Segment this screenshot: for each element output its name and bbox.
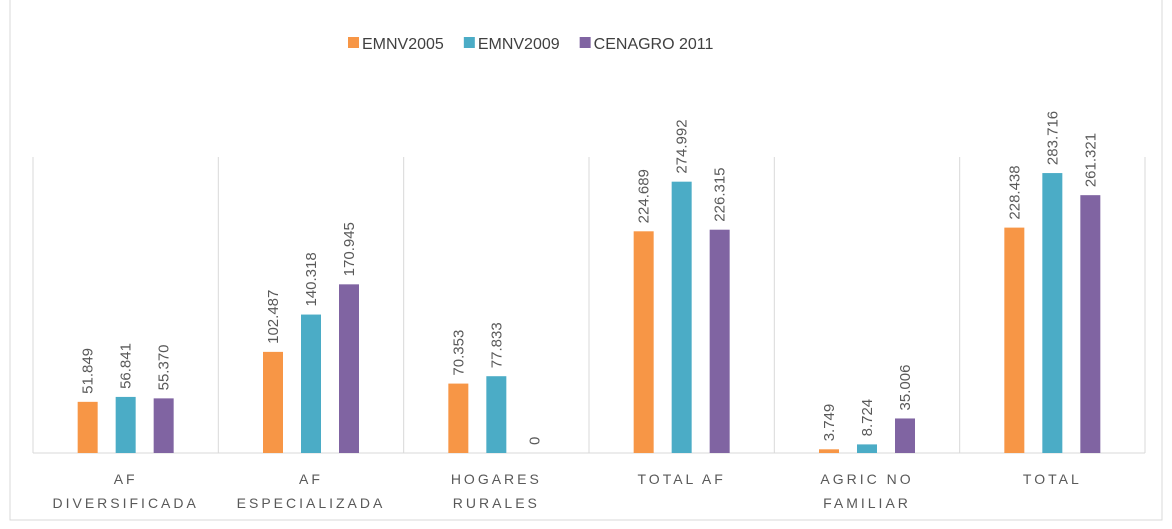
bar [633,231,654,453]
legend-swatch [463,37,475,48]
x-tick-label: FAMILIAR [823,495,911,511]
data-label: 3.749 [821,404,838,442]
data-label: 56.841 [118,343,135,389]
data-label: 261.321 [1082,133,1099,187]
bar [1042,173,1063,453]
bar [301,314,321,453]
chart-frame [9,0,1163,521]
data-label: 226.315 [712,167,729,221]
data-label: 140.318 [303,252,320,306]
data-label: 274.992 [674,119,691,173]
bar [486,376,507,453]
bar [895,418,915,453]
x-tick-label: TOTAL [1023,471,1082,487]
data-label: 102.487 [265,290,282,344]
data-label: 70.353 [450,330,467,376]
data-label: 283.716 [1044,111,1061,165]
bar [153,398,174,453]
bar [115,396,136,453]
x-tick-label: HOGARES [451,471,542,487]
bar [857,444,877,453]
bar [448,383,469,453]
data-label: 35.006 [897,365,914,411]
data-label: 55.370 [156,344,173,390]
data-label: 228.438 [1006,165,1023,219]
legend-label: EMNV2005 [362,36,444,53]
legend-label: EMNV2009 [478,36,560,53]
data-label: 77.833 [488,322,505,368]
bar [671,181,692,453]
data-label: 8.724 [859,399,876,437]
x-tick-label: RURALES [453,495,540,511]
legend-swatch [348,37,359,48]
x-tick-label: TOTAL AF [638,471,726,487]
data-label: 224.689 [636,169,653,223]
x-tick-label: AF [299,471,323,487]
bar [77,401,98,453]
bar [263,351,283,453]
bar [819,449,839,453]
x-tick-label: ESPECIALIZADA [237,495,386,511]
x-tick-label: DIVERSIFICADA [52,495,198,511]
bar [339,284,359,453]
x-tick-label: AF [114,471,138,487]
legend-swatch [579,37,591,48]
bar [1080,195,1101,454]
data-label: 51.849 [80,348,97,394]
data-label: 0 [526,437,543,445]
legend-label: CENAGRO 2011 [594,36,714,53]
bar [1004,227,1025,453]
bar [709,229,730,453]
x-tick-label: AGRIC NO [820,471,913,487]
data-label: 170.945 [341,222,358,276]
